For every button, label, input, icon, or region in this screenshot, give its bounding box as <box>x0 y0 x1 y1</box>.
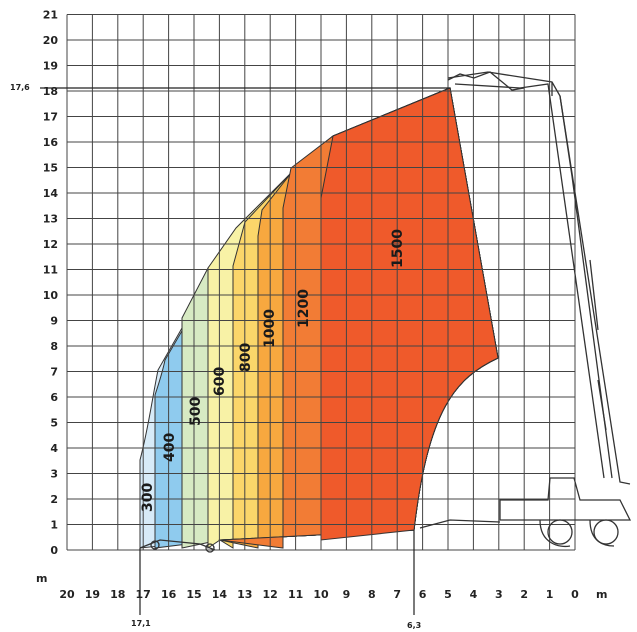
y-axis-unit: m <box>36 572 47 585</box>
y-tick-label: 19 <box>43 60 58 73</box>
y-tick-label: 21 <box>43 9 58 22</box>
x-tick-label: 7 <box>393 588 401 601</box>
y-tick-label: 15 <box>43 162 58 175</box>
machine-illustration <box>139 71 632 553</box>
zone-label-800: 800 <box>238 343 254 372</box>
load-zones <box>139 87 499 549</box>
y-tick-label: 5 <box>50 417 58 430</box>
x-tick-label: 11 <box>288 588 303 601</box>
x-tick-label: 15 <box>186 588 201 601</box>
y-tick-label: 4 <box>50 442 58 455</box>
x-tick-label: 2 <box>520 588 528 601</box>
y-tick-label: 7 <box>50 366 58 379</box>
y-tick-label: 1 <box>50 519 58 532</box>
x-tick-label: 13 <box>237 588 252 601</box>
x-axis-ticks: 20 19 18 17 16 15 14 13 12 11 10 9 8 7 6 5 4 3 2 1 0 <box>59 588 579 601</box>
x-tick-label: 6 <box>419 588 427 601</box>
y-tick-label: 12 <box>43 238 58 251</box>
x-tick-label: 16 <box>161 588 177 601</box>
zone-label-1000: 1000 <box>262 309 278 348</box>
y-tick-label: 8 <box>50 340 58 353</box>
x-tick-label: 1 <box>546 588 554 601</box>
y-tick-label: 17 <box>43 111 58 124</box>
x-tick-label: 18 <box>110 588 125 601</box>
y-tick-label: 2 <box>50 493 58 506</box>
x-tick-label: 3 <box>495 588 503 601</box>
zone-label-1200: 1200 <box>296 289 312 328</box>
x-tick-label: 8 <box>368 588 376 601</box>
y-tick-label: 13 <box>43 213 58 226</box>
grid <box>66 14 576 551</box>
y-tick-label: 20 <box>43 34 59 47</box>
x-tick-label: 14 <box>212 588 228 601</box>
y-tick-label: 0 <box>50 544 58 557</box>
x-tick-label: 10 <box>313 588 329 601</box>
y-tick-label: 10 <box>43 289 59 302</box>
y-tick-label: 16 <box>43 136 59 149</box>
x-tick-label: 9 <box>343 588 351 601</box>
max-reach-label: 17,1 <box>131 619 151 628</box>
x-tick-label: 20 <box>59 588 75 601</box>
y-tick-label: 6 <box>50 391 58 404</box>
zone-label-400: 400 <box>162 433 178 462</box>
y-tick-label: 3 <box>50 468 58 481</box>
x-tick-label: 4 <box>470 588 478 601</box>
max-height-label: 17,6 <box>10 83 30 92</box>
zone-label-1500: 1500 <box>390 229 406 268</box>
y-tick-label: 11 <box>43 264 58 277</box>
x-tick-label: 5 <box>444 588 452 601</box>
zone-label-300: 300 <box>140 483 156 512</box>
x-axis-unit: m <box>596 588 607 601</box>
x-tick-label: 17 <box>136 588 151 601</box>
zone-labels: 300 400 500 600 800 1000 1200 1500 <box>140 229 406 512</box>
zone-label-500: 500 <box>188 397 204 426</box>
y-tick-label: 14 <box>43 187 59 200</box>
y-tick-label: 9 <box>50 315 58 328</box>
zone-1500 <box>320 87 499 541</box>
zone-label-600: 600 <box>212 367 228 396</box>
x-tick-label: 19 <box>85 588 100 601</box>
x-tick-label: 12 <box>263 588 278 601</box>
x-tick-label: 0 <box>571 588 579 601</box>
reach-at-max-load-label: 6,3 <box>407 621 421 630</box>
y-tick-label: 18 <box>43 85 58 98</box>
